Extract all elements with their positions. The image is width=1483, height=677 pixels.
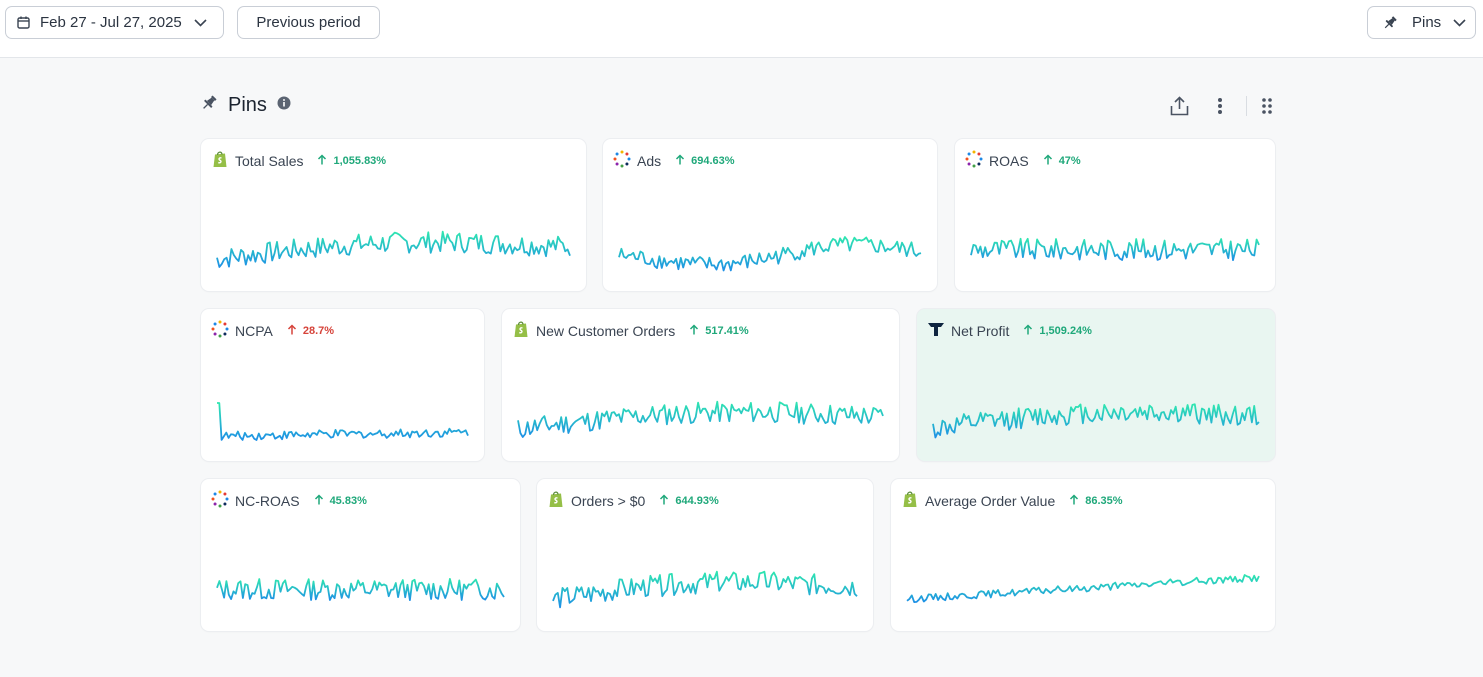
chevron-down-icon bbox=[194, 18, 207, 27]
sparkline-series bbox=[552, 570, 858, 609]
sparkline-series bbox=[970, 237, 1260, 261]
more-vertical-icon[interactable] bbox=[1216, 96, 1224, 121]
section-header: Pins bbox=[200, 94, 291, 117]
metric-card-header: Net Profit 1,509.24% bbox=[927, 321, 1092, 341]
info-icon[interactable] bbox=[277, 96, 291, 115]
sparkline-chart bbox=[217, 402, 469, 441]
sparkline-chart bbox=[970, 237, 1260, 261]
metric-card-header: New Customer Orders 517.41% bbox=[512, 320, 749, 343]
metric-title: NC-ROAS bbox=[235, 493, 300, 509]
metric-card-average-order-value[interactable]: Average Order Value 86.35% bbox=[891, 479, 1275, 631]
shopify-icon bbox=[211, 150, 229, 173]
drag-grid-icon[interactable] bbox=[1261, 96, 1273, 121]
sparkline-chart bbox=[906, 574, 1260, 603]
sparkline-chart bbox=[618, 236, 922, 272]
metric-card-net-profit[interactable]: Net Profit 1,509.24% bbox=[917, 309, 1275, 461]
arrow-up-icon bbox=[287, 322, 297, 340]
arrow-up-icon bbox=[1069, 492, 1079, 510]
metric-change: 517.41% bbox=[705, 325, 749, 337]
shopify-icon bbox=[512, 320, 530, 343]
metric-change: 45.83% bbox=[329, 495, 367, 507]
arrow-up-icon bbox=[659, 492, 669, 510]
pin-icon bbox=[1382, 15, 1398, 31]
arrow-up-icon bbox=[689, 322, 699, 340]
metric-change: 28.7% bbox=[302, 325, 335, 337]
arrow-up-icon bbox=[317, 152, 327, 170]
arrow-up-icon bbox=[1043, 152, 1053, 170]
metric-card-new-customer-orders[interactable]: New Customer Orders 517.41% bbox=[502, 309, 899, 461]
metric-change: 1,055.83% bbox=[333, 155, 387, 167]
calendar-icon bbox=[17, 16, 30, 29]
shopify-icon bbox=[547, 490, 565, 513]
metric-title: Net Profit bbox=[951, 323, 1010, 339]
sparkline-series bbox=[618, 236, 922, 272]
metric-card-header: NC-ROAS 45.83% bbox=[211, 490, 367, 513]
metric-title: ROAS bbox=[989, 153, 1029, 169]
date-range-label: Feb 27 - Jul 27, 2025 bbox=[40, 14, 182, 31]
chevron-down-icon bbox=[1453, 18, 1466, 27]
metric-change: 694.63% bbox=[691, 155, 735, 167]
metric-card-ncpa[interactable]: NCPA 28.7% bbox=[201, 309, 484, 461]
sparkline-series bbox=[217, 402, 469, 441]
compare-period-button[interactable]: Previous period bbox=[237, 6, 380, 39]
sparkline-chart bbox=[932, 403, 1260, 439]
metric-title: Orders > $0 bbox=[571, 493, 646, 509]
metric-title: Ads bbox=[637, 153, 662, 169]
sparkline-chart bbox=[216, 578, 505, 601]
export-icon[interactable] bbox=[1170, 96, 1189, 121]
pins-dropdown-label: Pins bbox=[1412, 14, 1442, 31]
triple-whale-dots-icon bbox=[613, 150, 631, 173]
sparkline-chart bbox=[216, 230, 571, 268]
metric-card-roas[interactable]: ROAS 47% bbox=[955, 139, 1275, 291]
metric-title: Total Sales bbox=[235, 153, 304, 169]
metric-card-header: Ads 694.63% bbox=[613, 150, 735, 173]
triple-whale-dots-icon bbox=[211, 320, 229, 343]
triple-whale-logo-icon bbox=[927, 320, 945, 343]
sparkline-series bbox=[216, 230, 571, 268]
sparkline-series bbox=[906, 574, 1260, 603]
metric-title: NCPA bbox=[235, 323, 273, 339]
metric-card-header: Orders > $0 644.93% bbox=[547, 490, 719, 513]
date-range-picker[interactable]: Feb 27 - Jul 27, 2025 bbox=[5, 6, 224, 39]
metric-card-orders-0[interactable]: Orders > $0 644.93% bbox=[537, 479, 873, 631]
metric-card-header: Total Sales 1,055.83% bbox=[211, 150, 387, 173]
arrow-up-icon bbox=[675, 152, 685, 170]
pins-dropdown[interactable]: Pins bbox=[1367, 6, 1476, 39]
metric-card-nc-roas[interactable]: NC-ROAS 45.83% bbox=[201, 479, 520, 631]
shopify-icon bbox=[901, 490, 919, 513]
pin-icon bbox=[200, 94, 218, 117]
triple-whale-dots-icon bbox=[211, 490, 229, 513]
metric-change: 1,509.24% bbox=[1039, 325, 1092, 337]
metric-change: 47% bbox=[1058, 155, 1081, 167]
sparkline-chart bbox=[517, 400, 884, 438]
sparkline-series bbox=[517, 400, 884, 438]
arrow-up-icon bbox=[1023, 322, 1033, 340]
metric-change: 86.35% bbox=[1085, 495, 1123, 507]
triple-whale-dots-icon bbox=[965, 150, 983, 173]
metric-card-header: NCPA 28.7% bbox=[211, 320, 335, 343]
compare-period-label: Previous period bbox=[256, 14, 361, 31]
metric-card-ads[interactable]: Ads 694.63% bbox=[603, 139, 937, 291]
sparkline-chart bbox=[552, 570, 858, 609]
metric-card-header: Average Order Value 86.35% bbox=[901, 490, 1123, 513]
metric-title: Average Order Value bbox=[925, 493, 1056, 509]
metric-title: New Customer Orders bbox=[536, 323, 676, 339]
sparkline-series bbox=[932, 403, 1260, 439]
sparkline-series bbox=[216, 578, 505, 601]
metric-card-header: ROAS 47% bbox=[965, 150, 1081, 173]
section-title: Pins bbox=[228, 94, 267, 116]
top-toolbar: Feb 27 - Jul 27, 2025 Previous period Pi… bbox=[0, 0, 1483, 58]
toolbar-divider bbox=[1246, 96, 1247, 116]
metric-change: 644.93% bbox=[675, 495, 719, 507]
arrow-up-icon bbox=[314, 492, 324, 510]
metric-card-total-sales[interactable]: Total Sales 1,055.83% bbox=[201, 139, 586, 291]
